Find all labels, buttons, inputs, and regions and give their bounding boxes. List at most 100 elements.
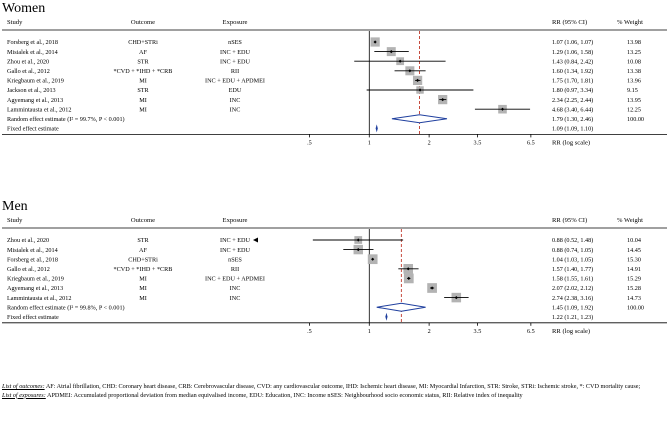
study-outcome: STR [137, 58, 149, 65]
x-axis-label: RR (log scale) [552, 328, 590, 335]
study-name: Gallo et al., 2012 [7, 266, 50, 273]
exposures-footnote-text: APDMEI: Accumulated proportional deviati… [47, 391, 523, 399]
study-outcome: MI [139, 276, 147, 283]
study-weight: 9.15 [627, 87, 638, 94]
study-outcome: CHD+STRi [128, 39, 158, 46]
x-tick-label: 1 [368, 139, 371, 146]
study-row: Misialek et al., 2014 AF INC + EDU 0.88 (0.… [7, 244, 641, 255]
outcomes-footnote-text: AF: Atrial fibrillation, CHD: Coronary h… [45, 383, 641, 390]
outcomes-footnote-title: List of outcomes: [2, 383, 45, 390]
study-exposure: INC + EDU [220, 49, 250, 56]
study-rr-ci: 1.04 (1.03, 1.05) [552, 256, 593, 263]
study-rr-ci: 1.75 (1.70, 1.81) [552, 78, 593, 85]
study-exposure: INC [230, 285, 241, 292]
study-name: Lammintausta et al., 2012 [7, 295, 71, 302]
x-tick-label: .5 [307, 139, 312, 146]
study-exposure: RII [231, 266, 239, 273]
study-weight: 13.95 [627, 97, 641, 104]
study-weight: 10.08 [627, 58, 641, 65]
study-exposure: INC + EDU [220, 247, 250, 254]
point-estimate [356, 248, 360, 252]
study-exposure: nSES [228, 256, 242, 263]
study-weight: 14.73 [627, 295, 641, 302]
study-weight: 14.45 [627, 247, 641, 254]
study-outcome: MI [139, 97, 147, 104]
exposures-footnote-title: List of exposures: [2, 391, 46, 399]
study-row: Forsberg et al., 2018 CHD+STRi nSES 1.07 (1… [7, 37, 641, 47]
point-estimate [407, 276, 411, 280]
study-outcome: *CVD + *IHD + *CRB [114, 68, 173, 75]
fixed-effect-label: Fixed effect estimate [7, 126, 59, 133]
study-weight: 15.30 [627, 256, 641, 263]
fixed-effect-label: Fixed effect estimate [7, 314, 59, 321]
study-name: Agyemang et al., 2013 [7, 97, 63, 104]
study-name: Forsberg et al., 2018 [7, 256, 58, 263]
study-exposure: nSES [228, 39, 242, 46]
study-row: Zhou et al., 2020 STR INC + EDU 1.43 (0.84,… [7, 57, 641, 65]
study-name: Misialek et al., 2014 [7, 49, 58, 56]
x-tick: 2 [428, 322, 431, 335]
study-row: Misialek et al., 2014 AF INC + EDU 1.29 (1.… [7, 47, 641, 57]
x-tick-label: 1 [368, 328, 371, 335]
study-row: Jackson et al., 2013 STR EDU 1.80 (0.97, 3.… [7, 86, 638, 94]
random-effect-rr-ci: 1.45 (1.09, 1.92) [552, 304, 593, 311]
study-rr-ci: 1.57 (1.40, 1.77) [552, 266, 593, 273]
random-effect-label: Random effect estimate (I² = 99.8%, P < … [7, 304, 125, 311]
study-outcome: STR [137, 87, 149, 94]
header-rr-ci: RR (95% CI) [552, 217, 587, 224]
x-tick: 2 [428, 134, 431, 146]
random-effect-diamond [391, 114, 448, 124]
x-tick-label: 2 [428, 139, 431, 146]
study-outcome: *CVD + *IHD + *CRB [114, 266, 173, 273]
x-tick: 1 [368, 134, 371, 146]
x-tick-label: 3.5 [474, 139, 482, 146]
study-exposure: INC + EDU [220, 237, 250, 244]
x-tick: 3.5 [474, 134, 482, 146]
panel-title: Women [2, 1, 45, 16]
study-name: Misialek et al., 2014 [7, 247, 58, 254]
x-tick-label: 3.5 [474, 328, 482, 335]
header-exposure: Exposure [223, 217, 248, 224]
study-exposure: EDU [229, 87, 242, 94]
header-exposure: Exposure [223, 19, 248, 26]
study-row: Kriegbaum et al., 2019 MI INC + EDU + APDM… [7, 75, 641, 86]
forest-panel-women: Women Study Outcome Exposure RR (95% CI) % We… [2, 1, 667, 146]
exposures-footnote: List of exposures: APDMEI: Accumulated p… [2, 392, 666, 401]
study-name: Lammintausta et al., 2012 [7, 106, 71, 113]
study-row: Kriegbaum et al., 2019 MI INC + EDU + APDM… [7, 273, 641, 284]
x-tick: 1 [368, 322, 371, 335]
point-estimate [398, 59, 402, 63]
header-weight: % Weight [617, 217, 643, 224]
footnotes: List of outcomes: AF: Atrial fibrillatio… [2, 383, 666, 400]
study-outcome: MI [139, 285, 147, 292]
study-name: Agyemang et al., 2013 [7, 285, 63, 292]
study-rr-ci: 1.29 (1.06, 1.58) [552, 49, 593, 56]
study-name: Kriegbaum et al., 2019 [7, 276, 64, 283]
point-estimate [371, 257, 375, 261]
study-name: Zhou et al., 2020 [7, 58, 49, 65]
random-effect-row: Random effect estimate (I² = 99.8%, P < … [7, 302, 644, 312]
random-effect-row: Random effect estimate (I² = 99.7%, P < … [7, 114, 644, 124]
x-tick: 6.5 [527, 134, 535, 146]
random-effect-weight: 100.00 [627, 116, 644, 123]
point-estimate [500, 107, 505, 111]
study-outcome: AF [139, 49, 147, 56]
study-row: Zhou et al., 2020 STR INC + EDU 0.88 (0.52,… [7, 236, 641, 244]
point-estimate [454, 296, 458, 300]
study-exposure: RII [231, 68, 239, 75]
forest-panel-men: Men Study Outcome Exposure RR (95% CI) % Weig… [2, 199, 667, 335]
study-row: Gallo et al., 2012 *CVD + *IHD + *CRB RII 1… [7, 66, 641, 76]
outcomes-footnote: List of outcomes: AF: Atrial fibrillatio… [2, 383, 666, 392]
study-exposure: INC [230, 97, 241, 104]
random-effect-diamond [376, 302, 426, 312]
study-rr-ci: 1.58 (1.55, 1.61) [552, 276, 593, 283]
header-outcome: Outcome [131, 217, 155, 224]
study-weight: 15.29 [627, 276, 641, 283]
study-exposure: INC [230, 106, 241, 113]
study-exposure: INC + EDU [220, 58, 250, 65]
study-row: Forsberg et al., 2018 CHD+STRi nSES 1.04 (1… [7, 254, 641, 265]
header-study: Study [7, 217, 23, 224]
study-exposure: INC + EDU + APDMEI [205, 78, 265, 85]
study-outcome: MI [139, 106, 147, 113]
